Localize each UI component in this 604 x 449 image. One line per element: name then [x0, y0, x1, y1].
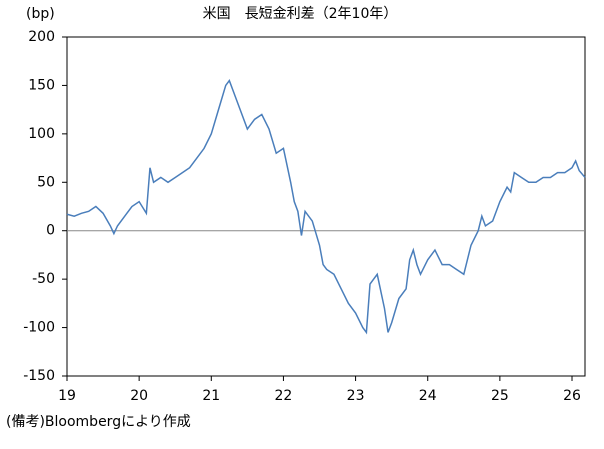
y-axis-label: (bp) [26, 6, 55, 22]
line-series [66, 79, 586, 335]
y-tick-label: -150 [23, 368, 55, 384]
x-tick-label: 23 [347, 388, 365, 404]
y-tick-label: -100 [23, 320, 55, 336]
y-tick-label: 150 [28, 77, 55, 93]
plot-area [66, 36, 586, 377]
y-tick-label: 50 [37, 174, 55, 190]
x-tick-label: 25 [491, 388, 509, 404]
y-tick-label: 200 [28, 29, 55, 45]
x-tick-label: 26 [563, 388, 581, 404]
x-tick-label: 20 [130, 388, 148, 404]
x-tick-label: 24 [419, 388, 437, 404]
note: (備考)Bloombergにより作成 [6, 414, 191, 430]
chart-title: 米国 長短金利差（2年10年） [203, 6, 398, 22]
y-tick-label: 100 [28, 126, 55, 142]
y-tick-label: 0 [46, 223, 55, 239]
x-tick-label: 22 [275, 388, 293, 404]
y-tick-label: -50 [32, 271, 55, 287]
x-tick-label: 21 [202, 388, 220, 404]
x-tick-label: 19 [58, 388, 76, 404]
